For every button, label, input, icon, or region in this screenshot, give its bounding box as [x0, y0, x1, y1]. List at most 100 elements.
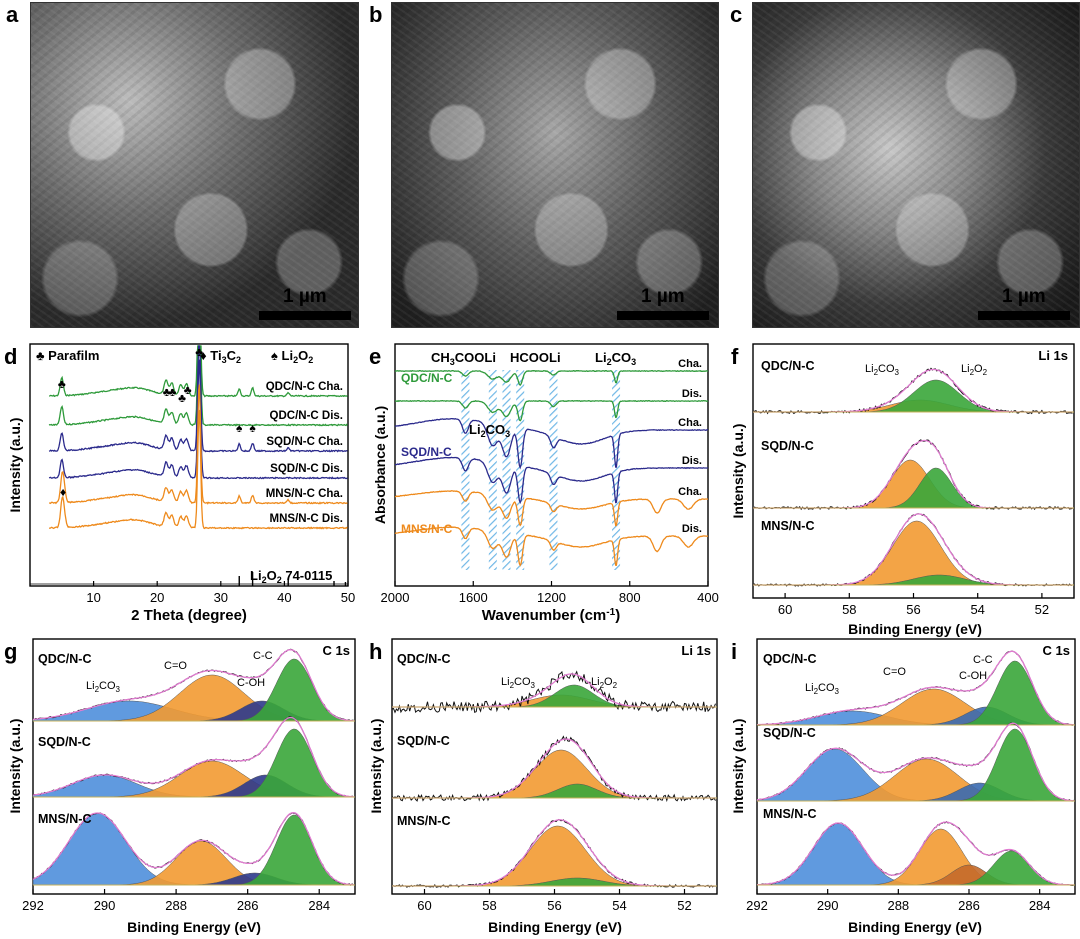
- e-series-labels: Cha. Dis. Cha. Dis. Cha. Dis. QDC/N-C SQD/N-C MN…: [401, 358, 702, 536]
- d-series-label-3: SQD/N-C Dis.: [270, 463, 343, 475]
- i-sample-label-0: QDC/N-C: [763, 652, 816, 666]
- i-envelope-0: [757, 650, 1074, 726]
- chart-e: e 2000 1600 1200 800 400 CH3COOLi HCOOLi Li2…: [369, 343, 719, 623]
- h-xlabel: Binding Energy (eV): [488, 919, 622, 935]
- f-tick-label-4: 52: [1035, 602, 1049, 617]
- e-ann-li2co3-b: Li2CO3: [469, 422, 510, 439]
- chart-f: f 60 58 56 54 52 Li 1s Li2CO3 Li2O2 QDC/N-C S…: [730, 343, 1075, 637]
- g-tick-label-0: 292: [22, 898, 44, 913]
- scale-label-a: 1 µm: [283, 286, 327, 307]
- g-ann-li2co3: Li2CO3: [86, 680, 121, 694]
- d-series-label-1: QDC/N-C Dis.: [270, 410, 343, 422]
- d-peak-symbol-1: ♣: [163, 385, 171, 399]
- d-tick-label-2: 30: [214, 590, 228, 605]
- h-sample-label-1: SQD/N-C: [397, 734, 450, 748]
- e-xlabel: Wavenumber (cm-1): [482, 607, 620, 623]
- h-tick-label-3: 54: [612, 898, 626, 913]
- h-sample-label-2: MNS/N-C: [397, 814, 450, 828]
- f-component-0-1: [753, 379, 1074, 413]
- f-tick-label-3: 54: [970, 602, 984, 617]
- d-curves: [48, 345, 348, 530]
- f-sample-label-0: QDC/N-C: [761, 359, 814, 373]
- i-ann-cc: C-C: [973, 654, 993, 666]
- e-band-5: [612, 370, 621, 570]
- e-curve-label-4: Cha.: [678, 486, 702, 498]
- f-ticks: 60 58 56 54 52: [778, 593, 1049, 617]
- d-peak-symbol-5: ♣: [195, 345, 203, 359]
- i-ann-li2co3: Li2CO3: [805, 682, 840, 696]
- e-ann-li2co3: Li2CO3: [595, 350, 636, 367]
- e-tick-label-2: 1200: [537, 590, 566, 605]
- e-ann-ch3cooli: CH3COOLi: [431, 350, 496, 367]
- g-tick-label-4: 284: [308, 898, 330, 913]
- i-ylabel: Intensity (a.u.): [730, 719, 746, 814]
- sem-image-b: 1 µm: [391, 2, 719, 328]
- i-title: C 1s: [1043, 643, 1070, 658]
- d-series-line-5: [49, 409, 348, 530]
- g-tick-label-3: 286: [237, 898, 259, 913]
- scale-label-b: 1 µm: [641, 286, 685, 307]
- e-curve-label-3: Dis.: [682, 455, 702, 467]
- d-ylabel: Intensity (a.u.): [7, 418, 23, 513]
- i-ticks: 292 290 288 286 284: [746, 889, 1051, 913]
- d-series-label-2: SQD/N-C Cha.: [266, 436, 343, 448]
- g-envelope-1: [32, 716, 354, 798]
- scale-label-c: 1 µm: [1002, 286, 1046, 307]
- g-plot: [32, 648, 356, 886]
- i-tick-label-0: 292: [746, 898, 768, 913]
- i-xlabel: Binding Energy (eV): [848, 919, 982, 935]
- i-ann-co: C=O: [883, 666, 906, 678]
- g-ann-co: C=O: [164, 660, 187, 672]
- h-tick-label-1: 58: [482, 898, 496, 913]
- g-ylabel: Intensity (a.u.): [7, 719, 23, 814]
- g-ticks: 292 290 288 286 284: [22, 889, 330, 913]
- i-plot: [756, 650, 1076, 886]
- d-series-label-4: MNS/N-C Cha.: [266, 488, 343, 500]
- scale-bar-a: [259, 311, 351, 320]
- axes-frame-d: [29, 343, 349, 587]
- d-series-line-3: [48, 359, 348, 480]
- panel-label-i: i: [731, 639, 737, 664]
- e-band-2: [502, 370, 511, 570]
- scale-bar-c: [978, 311, 1070, 320]
- h-sample-labels: QDC/N-C SQD/N-C MNS/N-C: [397, 652, 450, 828]
- e-curve-3: [394, 456, 708, 505]
- e-band-0: [461, 370, 470, 570]
- g-sample-labels: QDC/N-C SQD/N-C MNS/N-C: [38, 652, 91, 826]
- d-peak-symbol-8: ♦: [60, 485, 66, 499]
- chart-g: g 292 290 288 286 284 C 1s Li2CO3 C=O C-OH C…: [4, 638, 356, 935]
- e-curve-label-1: Dis.: [682, 388, 702, 400]
- d-xlabel: 2 Theta (degree): [131, 607, 247, 623]
- g-ann-coh: C-OH: [237, 677, 265, 689]
- h-tick-label-4: 52: [677, 898, 691, 913]
- e-curve-label-5: Dis.: [682, 523, 702, 535]
- panel-label-b: b: [369, 2, 383, 27]
- g-xlabel: Binding Energy (eV): [127, 919, 261, 935]
- h-sample-label-0: QDC/N-C: [397, 652, 450, 666]
- e-bands: [461, 370, 621, 570]
- chart-i: i 292 290 288 286 284 C 1s Li2CO3 C=O C-OH C…: [730, 638, 1076, 935]
- d-peak-symbols: ♣♣♣ ♣♣♣♠ ♠♦: [58, 345, 257, 499]
- axes-frame-g: [32, 638, 356, 895]
- sem-image-c: 1 µm: [752, 2, 1080, 328]
- i-tick-label-2: 288: [887, 898, 909, 913]
- i-sample-labels: QDC/N-C SQD/N-C MNS/N-C: [763, 652, 816, 821]
- e-group-label-0: QDC/N-C: [401, 371, 453, 385]
- e-band-1: [488, 370, 497, 570]
- e-tick-label-1: 1600: [459, 590, 488, 605]
- scale-bar-b: [617, 311, 709, 320]
- f-xlabel: Binding Energy (eV): [848, 621, 982, 637]
- d-peak-symbol-4: ♣: [184, 383, 192, 397]
- i-sample-label-2: MNS/N-C: [763, 807, 816, 821]
- g-envelope-2: [32, 811, 354, 886]
- d-tick-label-0: 10: [86, 590, 100, 605]
- e-curve-5: [394, 526, 708, 567]
- h-ticks: 60 58 56 54 52: [417, 889, 692, 913]
- f-sample-label-2: MNS/N-C: [761, 519, 814, 533]
- h-ylabel: Intensity (a.u.): [368, 719, 384, 814]
- d-series-line-2: [48, 345, 348, 453]
- d-series-label-0: QDC/N-C Cha.: [266, 381, 343, 393]
- d-legend-li2o2: ♠ Li2O2: [271, 348, 313, 365]
- panel-label-h: h: [369, 639, 382, 664]
- f-ann-li2co3: Li2CO3: [865, 363, 900, 377]
